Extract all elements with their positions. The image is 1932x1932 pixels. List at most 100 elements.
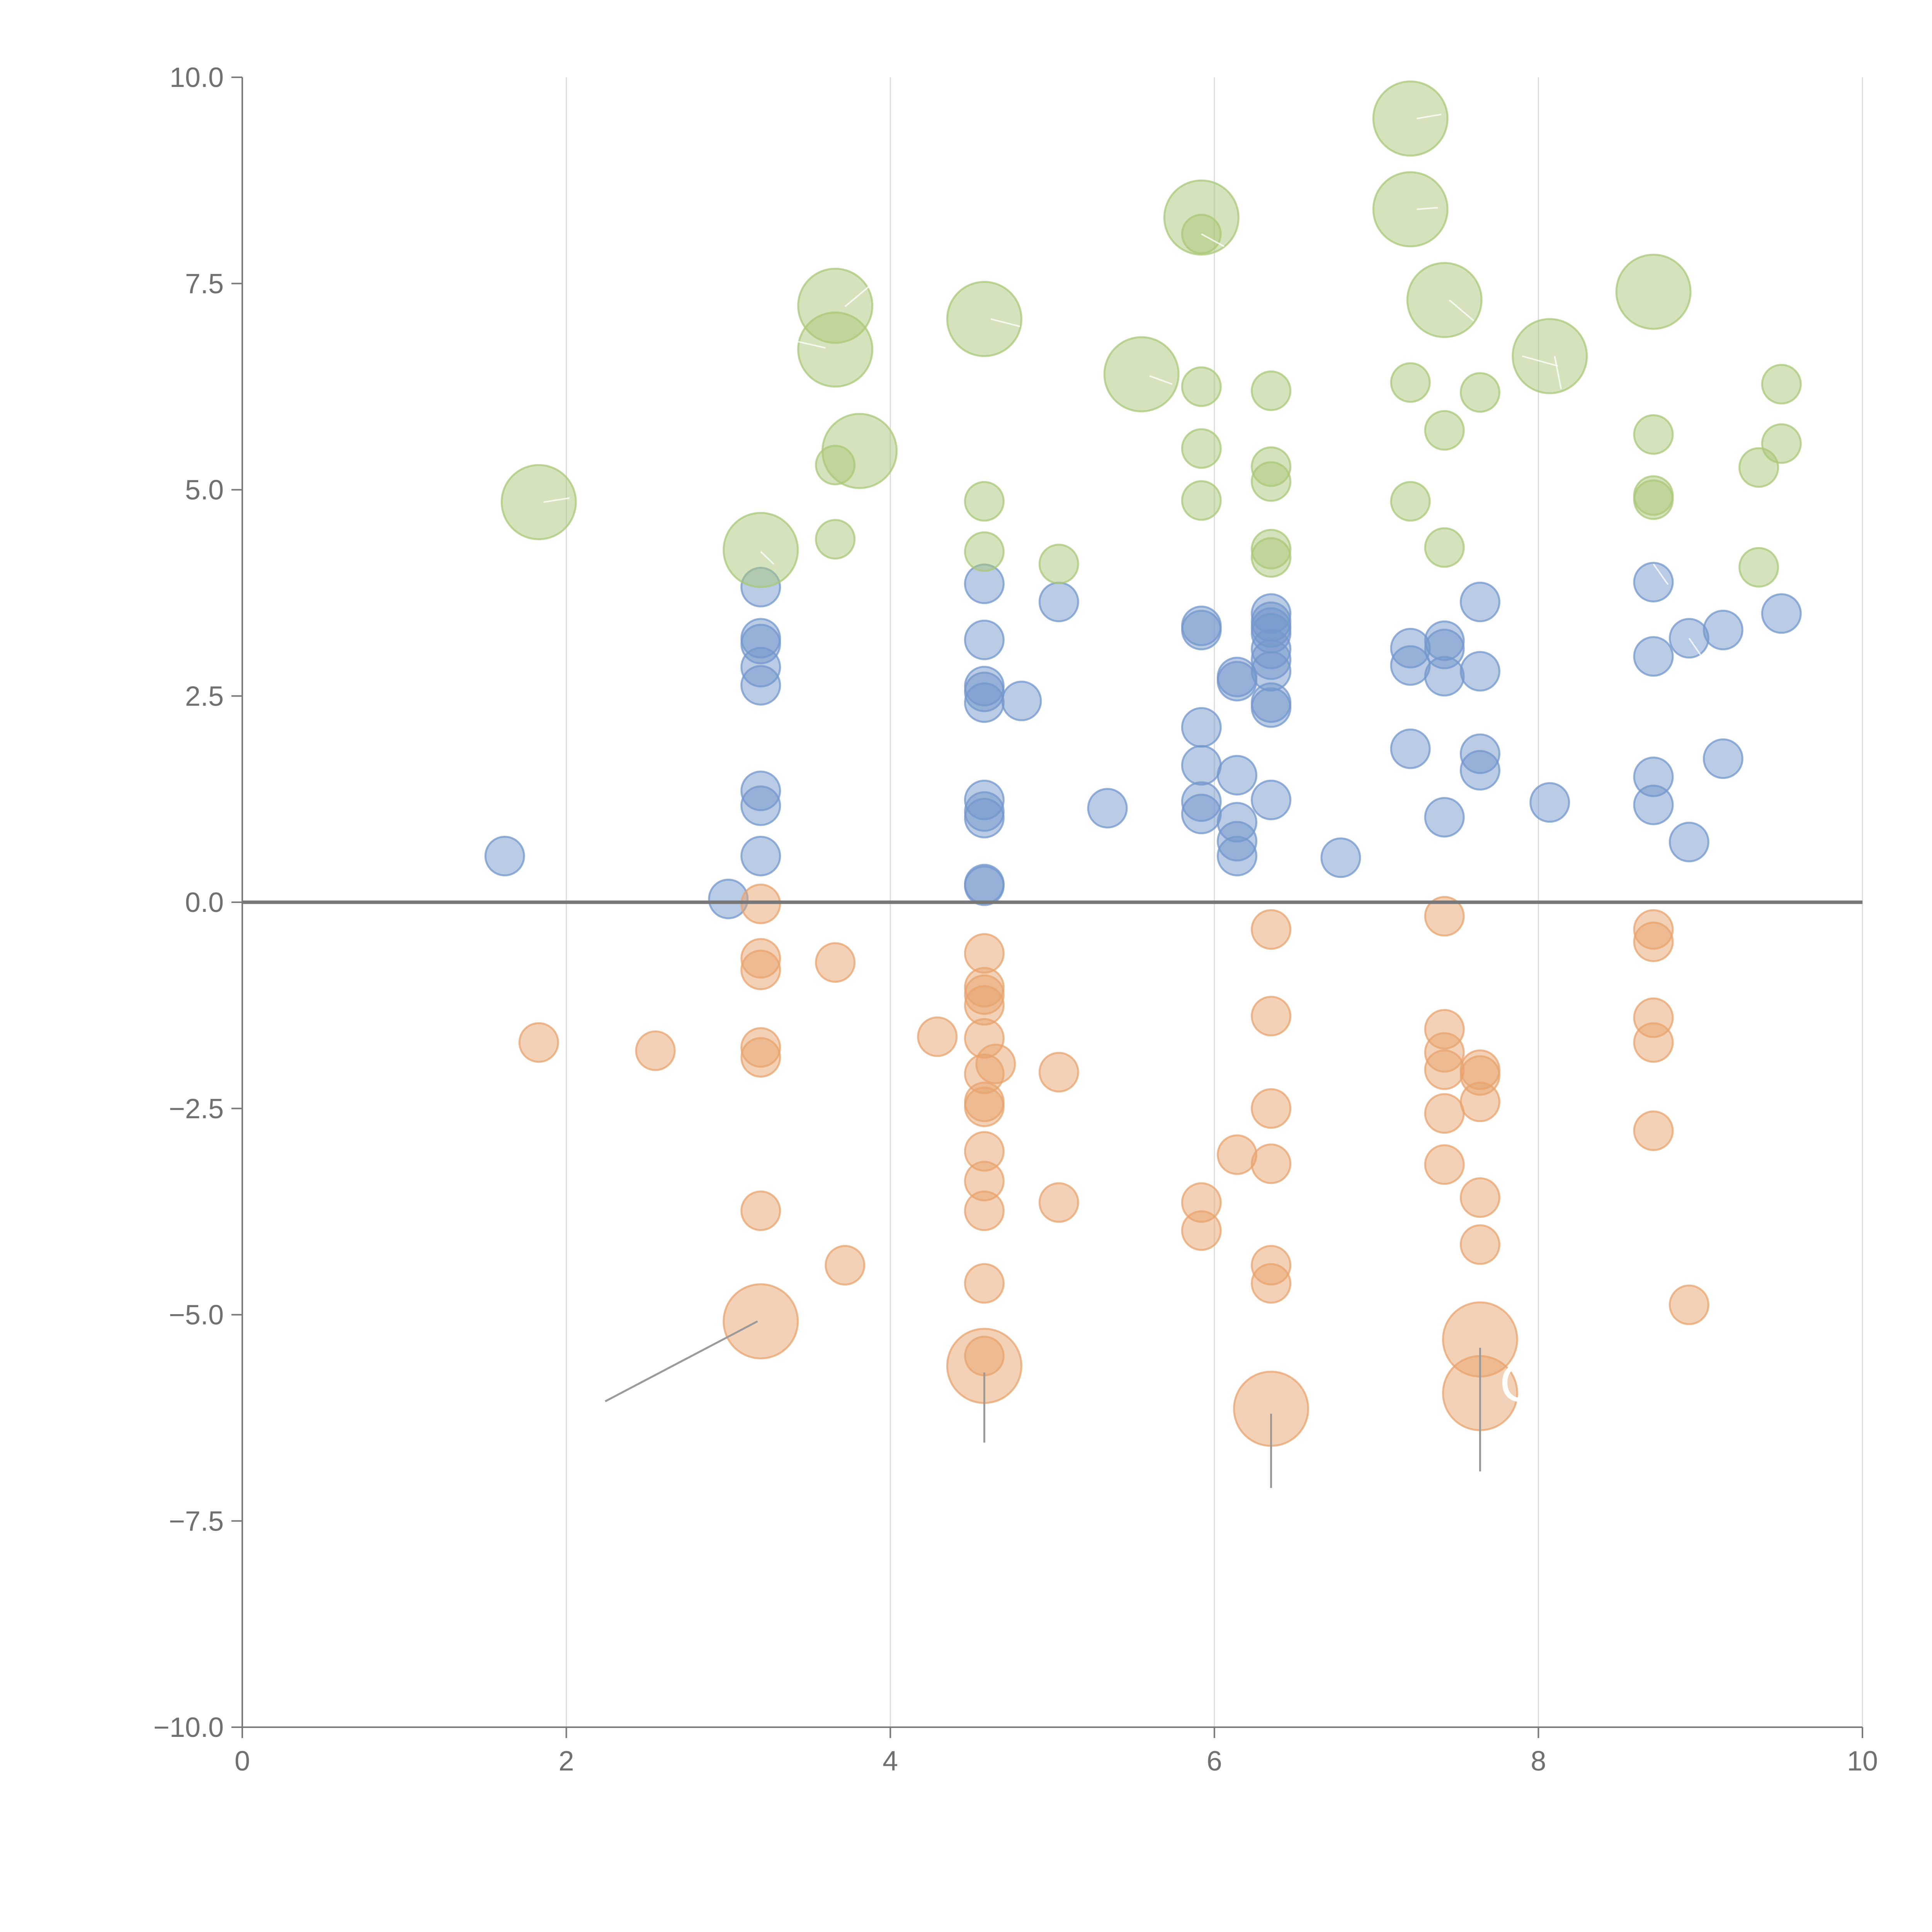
data-point bbox=[740, 1190, 781, 1231]
data-point bbox=[1424, 896, 1465, 937]
data-point bbox=[1251, 593, 1292, 634]
label-leader-line bbox=[543, 497, 570, 503]
data-point bbox=[1217, 802, 1258, 843]
data-point bbox=[1181, 605, 1222, 646]
data-point bbox=[1217, 755, 1258, 796]
data-point bbox=[946, 281, 1022, 357]
data-point bbox=[1702, 609, 1743, 650]
data-point bbox=[1459, 1177, 1500, 1218]
data-point bbox=[1459, 651, 1500, 692]
data-point bbox=[1251, 529, 1292, 570]
data-point bbox=[964, 1263, 1005, 1304]
label-leader-line bbox=[1554, 356, 1562, 389]
data-point bbox=[964, 531, 1005, 572]
data-point bbox=[1633, 414, 1674, 455]
data-point bbox=[1181, 366, 1222, 407]
y-tick-label: −10.0 bbox=[153, 1712, 224, 1743]
data-point bbox=[740, 1037, 781, 1078]
data-point bbox=[1424, 1049, 1465, 1090]
data-point bbox=[1459, 1224, 1500, 1265]
data-point bbox=[1320, 837, 1361, 878]
data-point bbox=[1251, 446, 1292, 487]
label-leader-line bbox=[605, 1320, 758, 1402]
x-tick-label: 8 bbox=[1531, 1746, 1546, 1777]
x-axis-ticks: 0 2 4 6 8 10 bbox=[235, 1727, 1878, 1777]
annotation-leaders bbox=[543, 114, 1701, 1488]
series-positive-low bbox=[484, 562, 1802, 919]
data-point bbox=[1761, 364, 1802, 405]
data-point bbox=[740, 618, 781, 659]
data-point bbox=[1424, 410, 1465, 451]
label-leader-line bbox=[1201, 233, 1225, 247]
data-point bbox=[1459, 1082, 1500, 1122]
label-leader-line bbox=[796, 340, 826, 349]
data-point bbox=[825, 1245, 866, 1286]
data-point bbox=[723, 1283, 799, 1360]
label-leader-line bbox=[844, 279, 878, 308]
data-point bbox=[1512, 318, 1588, 395]
data-point bbox=[1761, 423, 1802, 464]
data-point bbox=[1406, 262, 1483, 338]
data-point bbox=[1424, 527, 1465, 568]
data-point bbox=[1390, 362, 1431, 403]
data-point bbox=[917, 1016, 958, 1057]
data-point bbox=[1181, 745, 1222, 786]
data-point bbox=[1251, 370, 1292, 411]
data-point bbox=[1424, 620, 1465, 661]
y-axis-ticks: 10.0 7.5 5.0 2.5 0.0 −2.5 −5.0 −7.5 −10.0 bbox=[153, 62, 242, 1743]
data-point bbox=[1738, 547, 1779, 588]
data-point bbox=[740, 949, 781, 990]
data-point bbox=[1633, 1022, 1674, 1063]
data-point bbox=[1424, 1093, 1465, 1134]
data-point bbox=[1103, 336, 1180, 413]
data-point bbox=[1181, 480, 1222, 521]
label-leader-line bbox=[1653, 563, 1669, 585]
data-point bbox=[1038, 1182, 1079, 1223]
data-point bbox=[1633, 921, 1674, 962]
label-leader-line bbox=[1449, 299, 1474, 321]
y-tick-label: 10.0 bbox=[170, 62, 224, 93]
data-point bbox=[1761, 593, 1802, 634]
x-tick-label: 6 bbox=[1207, 1746, 1222, 1777]
data-point bbox=[1251, 1088, 1292, 1129]
data-point bbox=[975, 1043, 1016, 1084]
data-point bbox=[484, 835, 525, 876]
data-point bbox=[1390, 628, 1431, 668]
data-point bbox=[1251, 1143, 1292, 1184]
data-point bbox=[1633, 1110, 1674, 1151]
x-tick-label: 2 bbox=[559, 1746, 574, 1777]
data-point bbox=[1087, 788, 1128, 829]
data-point bbox=[635, 1030, 676, 1071]
x-tick-label: 4 bbox=[883, 1746, 898, 1777]
data-point bbox=[964, 779, 1005, 820]
data-point bbox=[1217, 656, 1258, 697]
series-negative bbox=[518, 883, 1709, 1447]
label-leader-line bbox=[760, 551, 774, 565]
label-leader-line bbox=[1688, 638, 1701, 655]
label-leader-line bbox=[1149, 375, 1173, 385]
data-point bbox=[1459, 733, 1500, 774]
data-point bbox=[964, 1086, 1005, 1127]
y-tick-label: −5.0 bbox=[169, 1300, 224, 1331]
data-point bbox=[1633, 636, 1674, 677]
data-point bbox=[964, 666, 1005, 707]
y-tick-label: 5.0 bbox=[185, 475, 224, 506]
data-point bbox=[1372, 80, 1449, 157]
data-point bbox=[964, 864, 1005, 905]
label-leader-line bbox=[990, 318, 1020, 327]
data-point bbox=[1181, 781, 1222, 822]
data-point bbox=[815, 942, 856, 983]
data-point bbox=[1459, 372, 1500, 413]
label-leader-line bbox=[1417, 207, 1438, 210]
data-point bbox=[1001, 680, 1042, 721]
x-tick-label: 0 bbox=[235, 1746, 250, 1777]
data-point bbox=[1251, 1263, 1292, 1304]
y-tick-label: 7.5 bbox=[185, 269, 224, 299]
data-point bbox=[1217, 1134, 1258, 1175]
x-tick-label: 10 bbox=[1847, 1746, 1878, 1777]
data-point bbox=[1633, 756, 1674, 797]
data-point bbox=[964, 933, 1005, 974]
y-tick-label: 0.0 bbox=[185, 887, 224, 918]
data-point bbox=[964, 1190, 1005, 1231]
